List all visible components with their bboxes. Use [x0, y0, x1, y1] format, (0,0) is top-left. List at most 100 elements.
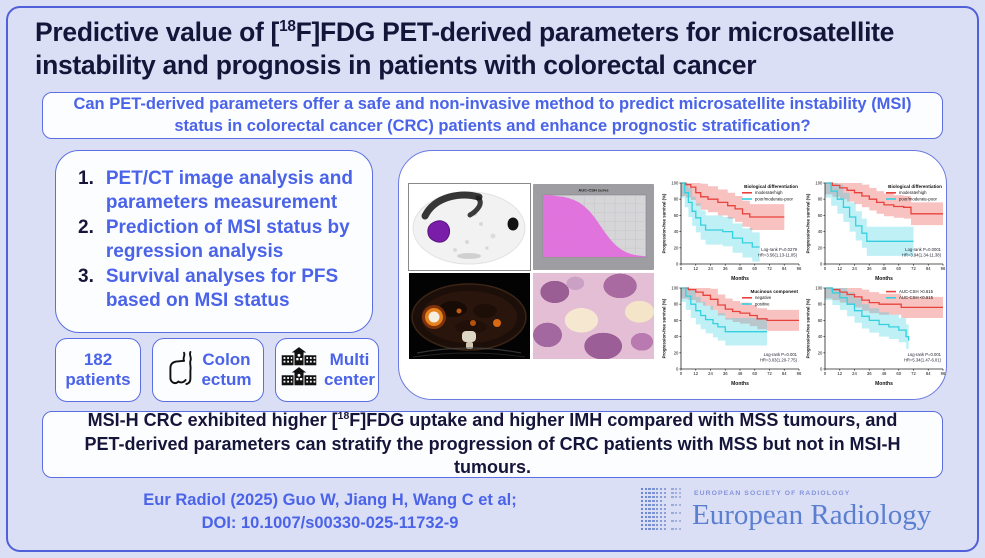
- svg-text:HR=3.94(1.34-11.38): HR=3.94(1.34-11.38): [902, 253, 942, 258]
- svg-text:Biological differentiation: Biological differentiation: [888, 184, 942, 189]
- svg-text:20: 20: [818, 245, 823, 250]
- svg-text:24: 24: [708, 371, 713, 376]
- svg-text:40: 40: [674, 229, 679, 234]
- methods-box: 1. PET/CT image analysis and parameters m…: [55, 150, 373, 333]
- svg-text:60: 60: [818, 318, 823, 323]
- svg-text:60: 60: [896, 266, 901, 271]
- method-step-2: 2. Prediction of MSI status by regression…: [78, 216, 364, 264]
- svg-text:negative: negative: [755, 295, 772, 300]
- svg-text:36: 36: [723, 266, 728, 271]
- svg-text:48: 48: [882, 266, 887, 271]
- stat-label: 182 patients: [65, 350, 131, 389]
- svg-text:40: 40: [818, 334, 823, 339]
- svg-text:80: 80: [674, 302, 679, 307]
- conclusion-box: MSI-H CRC exhibited higher [18F]FDG upta…: [42, 409, 943, 478]
- journal-name: European Radiology: [692, 499, 932, 531]
- step-number: 1.: [78, 168, 94, 189]
- citation-line-2: DOI: 10.1007/s00330-025-11732-9: [201, 514, 459, 533]
- svg-text:36: 36: [867, 371, 872, 376]
- km-grid: 0 20 40 60 80 100 0 12 24 36 48 60 72 84 96 Months Progr…: [660, 177, 946, 388]
- svg-text:80: 80: [818, 302, 823, 307]
- km-plot-1: 0 20 40 60 80 100 0 12 24 36 48 60 72 84 96 Months Progr…: [662, 181, 802, 283]
- svg-text:poor/moderate-poor: poor/moderate-poor: [899, 196, 938, 201]
- svg-text:Months: Months: [875, 276, 893, 282]
- svg-text:0: 0: [820, 367, 823, 372]
- svg-text:Progression-free survival (%): Progression-free survival (%): [662, 193, 667, 253]
- svg-text:48: 48: [882, 371, 887, 376]
- svg-text:96: 96: [941, 371, 946, 376]
- svg-text:36: 36: [867, 266, 872, 271]
- csh-histogram-chart: AUC-CSH curve: [533, 184, 654, 270]
- hospital-icon: [279, 346, 319, 394]
- svg-text:12: 12: [693, 266, 698, 271]
- svg-text:72: 72: [911, 371, 916, 376]
- citation: Eur Radiol (2025) Guo W, Jiang H, Wang C…: [60, 489, 600, 535]
- svg-text:40: 40: [818, 229, 823, 234]
- svg-text:100: 100: [815, 286, 823, 291]
- colon-icon: [164, 348, 196, 393]
- society-name: EUROPEAN SOCIETY OF RADIOLOGY: [694, 490, 851, 497]
- svg-text:AUC-CSH >0.615: AUC-CSH >0.615: [899, 289, 934, 294]
- svg-text:36: 36: [723, 371, 728, 376]
- step-number: 2.: [78, 216, 94, 238]
- svg-text:96: 96: [941, 266, 946, 271]
- svg-text:100: 100: [671, 181, 679, 186]
- svg-text:Months: Months: [875, 381, 893, 387]
- km-plot-3: 0 20 40 60 80 100 0 12 24 36 48 60 72 84 96 Months Progr…: [662, 286, 802, 388]
- km-plot-4: 0 20 40 60 80 100 0 12 24 36 48 60 72 84 96 Months Progr…: [806, 286, 946, 388]
- svg-text:60: 60: [752, 371, 757, 376]
- svg-text:Months: Months: [731, 276, 749, 282]
- pet-image: [408, 183, 531, 271]
- svg-text:80: 80: [818, 197, 823, 202]
- method-step-1: 1. PET/CT image analysis and parameters m…: [78, 167, 364, 215]
- svg-text:60: 60: [818, 213, 823, 218]
- pet-axial-graphic: [409, 184, 530, 270]
- svg-text:96: 96: [797, 266, 802, 271]
- question-text: Can PET-derived parameters offer a safe …: [73, 95, 912, 135]
- conclusion-text: MSI-H CRC exhibited higher [18F]FDG upta…: [84, 409, 901, 478]
- svg-text:Progression-free survival (%): Progression-free survival (%): [662, 298, 667, 358]
- svg-text:72: 72: [767, 266, 772, 271]
- fusion-axial-graphic: [409, 273, 530, 359]
- pet-ct-fusion-image: [409, 273, 530, 359]
- he-stain-graphic: [533, 273, 654, 359]
- svg-text:0: 0: [680, 266, 683, 271]
- svg-text:60: 60: [674, 318, 679, 323]
- svg-text:HR=3.56(1.13-11.05): HR=3.56(1.13-11.05): [758, 253, 798, 258]
- svg-text:48: 48: [738, 371, 743, 376]
- svg-text:84: 84: [926, 371, 931, 376]
- page-title: Predictive value of [18F]FDG PET-derived…: [35, 17, 895, 80]
- svg-text:84: 84: [926, 266, 931, 271]
- svg-text:Progression-free survival (%): Progression-free survival (%): [806, 193, 811, 253]
- svg-text:24: 24: [852, 266, 857, 271]
- svg-text:Log-rank P=0.001: Log-rank P=0.001: [764, 352, 798, 357]
- step-text: PET/CT image analysis and parameters mea…: [105, 168, 353, 213]
- journal-logo: EUROPEAN SOCIETY OF RADIOLOGY European R…: [640, 487, 931, 532]
- svg-text:Biological differentiation: Biological differentiation: [744, 184, 798, 189]
- hospital-icon: [281, 346, 317, 385]
- svg-text:100: 100: [671, 286, 679, 291]
- step-text: Survival analyses for PFS based on MSI s…: [105, 265, 339, 311]
- svg-text:60: 60: [674, 213, 679, 218]
- svg-text:12: 12: [837, 371, 842, 376]
- stat-box-centers: Multi center: [275, 338, 379, 402]
- svg-text:0: 0: [820, 262, 823, 267]
- km-plot-2: 0 20 40 60 80 100 0 12 24 36 48 60 72 84 96 Months Progr…: [806, 181, 946, 283]
- svg-text:48: 48: [738, 266, 743, 271]
- stat-label: Colon ectum: [201, 350, 252, 389]
- svg-text:HR=5.34(1.47-6.01): HR=5.34(1.47-6.01): [904, 358, 942, 363]
- svg-text:AUC-CSH curve: AUC-CSH curve: [578, 188, 609, 193]
- svg-text:20: 20: [818, 350, 823, 355]
- svg-text:0: 0: [680, 371, 683, 376]
- svg-text:HR=3.03(1.20-7.75): HR=3.03(1.20-7.75): [760, 358, 798, 363]
- histology-image: [533, 273, 654, 359]
- svg-text:100: 100: [815, 181, 823, 186]
- svg-text:72: 72: [911, 266, 916, 271]
- stat-box-site: Colon ectum: [152, 338, 264, 402]
- svg-text:24: 24: [852, 371, 857, 376]
- figure-panel: AUC-CSH curve: [398, 150, 947, 400]
- svg-text:Log-rank P=0.0001: Log-rank P=0.0001: [905, 247, 941, 252]
- svg-text:Log-rank P=0.0279: Log-rank P=0.0279: [761, 247, 797, 252]
- stats-row: 182 patients Colon ectum Multi center: [55, 338, 379, 402]
